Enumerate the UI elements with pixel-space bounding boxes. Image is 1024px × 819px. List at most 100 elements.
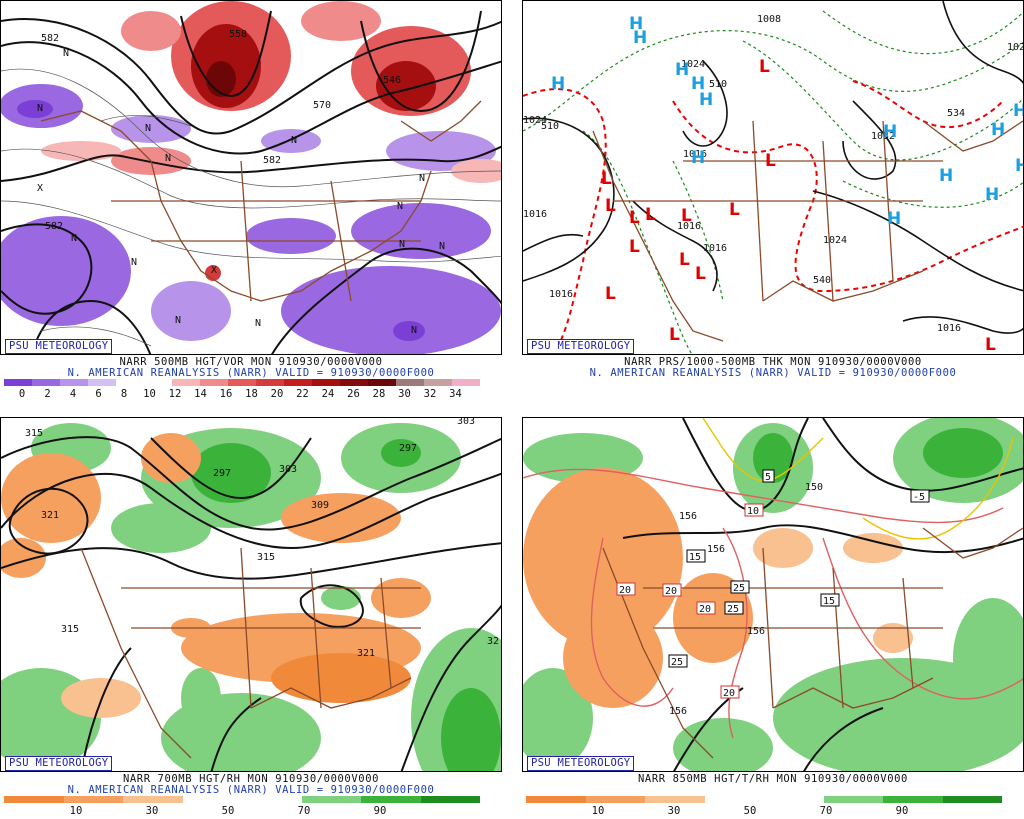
map-sfc-svg: 1008102451010245101016101610161016101610… <box>523 1 1024 355</box>
temperature-label-box <box>668 654 688 668</box>
high-pressure-marker: H <box>1015 156 1024 176</box>
contour-label: 1032 <box>871 131 895 142</box>
colorbar-tick-label: 30 <box>145 805 159 817</box>
colorbar-swatch <box>704 796 764 803</box>
colorbar-tick-label: 24 <box>321 388 335 400</box>
map-500mb: 582 558 546 570 582 582 N N N N N N N N N N N N N N X X PSU M… <box>0 0 502 355</box>
temperature-label-box <box>720 685 740 699</box>
high-pressure-marker: H <box>699 90 713 110</box>
contour-label: N <box>419 173 425 184</box>
low-pressure-marker: L <box>729 200 740 220</box>
colorbar-tick-label: 10 <box>69 805 83 817</box>
contour-label: 534 <box>947 108 965 119</box>
temperature-label-box <box>762 469 775 483</box>
colorbar-swatch <box>4 796 64 803</box>
colorbar-tick-label: 22 <box>296 388 309 400</box>
low-pressure-marker: L <box>681 206 692 226</box>
colorbar-tick-label: 30 <box>667 805 681 817</box>
low-pressure-marker: L <box>629 208 640 228</box>
contour-label: 32 <box>487 636 499 647</box>
contour-label: 102 <box>1007 42 1024 53</box>
colorbar-tick-label: 90 <box>373 805 387 817</box>
colorbar-swatch <box>32 379 60 386</box>
contour-label: 1024 <box>823 235 847 246</box>
temperature-label: 25 <box>727 604 739 615</box>
low-pressure-marker: L <box>985 335 996 355</box>
temperature-label-box <box>686 549 706 563</box>
contour-label: 315 <box>25 428 43 439</box>
colorbar-swatch <box>182 796 242 803</box>
colorbar-ticks: 10 30 50 70 90 <box>0 805 502 819</box>
colorbar-swatch <box>200 379 228 386</box>
temperature-label: 20 <box>723 688 735 699</box>
colorbar-swatch <box>424 379 452 386</box>
colorbar-swatch <box>116 379 144 386</box>
contour-label: 321 <box>357 648 375 659</box>
high-pressure-marker: H <box>887 209 901 229</box>
colorbar-tick-label: 90 <box>895 805 909 817</box>
colorbar-swatch <box>645 796 705 803</box>
contour-label: 315 <box>257 552 275 563</box>
contour-label: 1016 <box>683 149 707 160</box>
colorbar-tick-label: 30 <box>398 388 411 400</box>
panel-700mb: 315 321 297 303 309 315 297 303 315 321 32 PSU MET… <box>0 417 502 819</box>
colorbar-swatch <box>823 796 883 803</box>
colorbar-swatch <box>585 796 645 803</box>
contour-label: N <box>399 239 405 250</box>
colorbar-tick-label: 50 <box>743 805 757 817</box>
contour-label: 1016 <box>523 209 547 220</box>
colorbar-swatch <box>242 796 302 803</box>
high-pressure-marker: H <box>883 122 897 142</box>
contour-label: N <box>71 233 77 244</box>
high-pressure-marker: H <box>551 74 565 94</box>
contour-label: 156 <box>707 544 725 555</box>
panel-subtitle: N. AMERICAN REANALYSIS (NARR) VALID = 91… <box>67 784 435 796</box>
colorbar-swatch <box>526 796 586 803</box>
contour-label: 570 <box>313 100 331 111</box>
panel-subtitle: N. AMERICAN REANALYSIS (NARR) VALID = 91… <box>67 367 435 379</box>
brand-label: PSU METEOROLOGY <box>5 756 113 771</box>
colorbar-swatch <box>942 796 1002 803</box>
contour-label: 150 <box>805 482 823 493</box>
colorbar-swatch <box>228 379 256 386</box>
colorbar-swatch <box>764 796 824 803</box>
contour-label: 297 <box>399 443 417 454</box>
panel-title: NARR 500MB HGT/VOR MON 910930/0000V000 <box>119 356 383 368</box>
colorbar-tick-label: 34 <box>449 388 462 400</box>
colorbar-ticks: 0 2 4 6 8 10 12 14 16 18 20 22 24 26 28 30 32 34 <box>0 388 502 402</box>
brand-label: PSU METEOROLOGY <box>527 339 635 354</box>
temperature-label: 20 <box>619 585 631 596</box>
colorbar-swatch <box>883 796 943 803</box>
contour-label: 321 <box>41 510 59 521</box>
high-pressure-marker: H <box>691 74 705 94</box>
high-pressure-marker: H <box>985 185 999 205</box>
temperature-label: 5 <box>765 472 771 483</box>
temperature-label-box <box>744 503 764 517</box>
temperature-label-box <box>820 593 840 607</box>
temperature-label: 20 <box>665 586 677 597</box>
high-pressure-marker: H <box>633 28 647 48</box>
colorbar-swatch <box>144 379 172 386</box>
contour-label: 303 <box>457 418 475 427</box>
contour-label: 1016 <box>703 243 727 254</box>
colorbar-tick-label: 10 <box>143 388 156 400</box>
panel-title: NARR PRS/1000-500MB THK MON 910930/0000V… <box>624 356 922 368</box>
colorbar <box>526 796 1002 803</box>
low-pressure-marker: L <box>669 325 680 345</box>
contour-label: 309 <box>311 500 329 511</box>
colorbar-swatch <box>312 379 340 386</box>
colorbar-tick-label: 0 <box>18 388 26 400</box>
colorbar <box>4 379 480 386</box>
colorbar-swatch <box>420 796 480 803</box>
temperature-label: 10 <box>747 506 759 517</box>
colorbar-tick-label: 28 <box>372 388 386 400</box>
contour-label: N <box>37 103 43 114</box>
colorbar-swatch <box>396 379 424 386</box>
colorbar-swatch <box>4 379 32 386</box>
colorbar-tick-label: 10 <box>591 805 605 817</box>
contour-label: N <box>411 325 417 336</box>
low-pressure-marker: L <box>601 169 612 189</box>
colorbar-tick-label: 4 <box>69 388 77 400</box>
temperature-label-box <box>910 489 930 503</box>
temperature-label: 25 <box>733 583 745 594</box>
